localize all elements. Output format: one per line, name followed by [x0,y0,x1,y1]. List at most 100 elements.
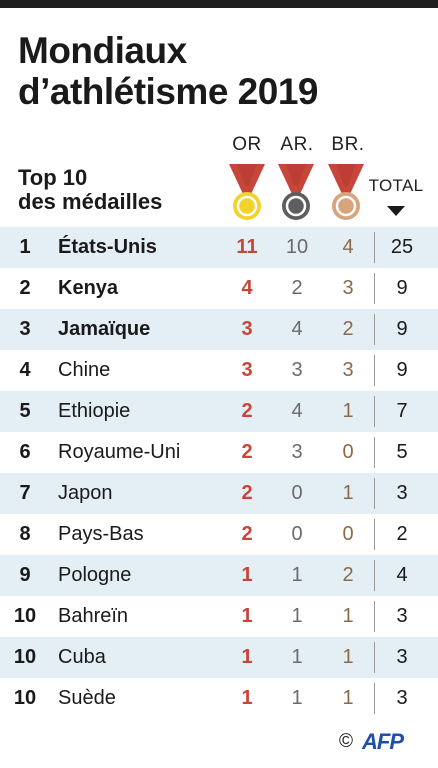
country-cell: Pologne [58,564,132,586]
silver-count-cell: 4 [291,400,303,422]
rank-cell: 2 [19,277,31,299]
credit: © [339,731,353,753]
silver-count-cell: 0 [291,523,303,545]
country-cell: Jamaïque [58,318,151,340]
bronze-count-cell: 1 [342,482,354,504]
country-cell: Kenya [58,277,119,299]
copyright-symbol: © [339,731,353,752]
rank-cell: 4 [19,359,31,381]
table-row: 10 Bahreïn 1 1 1 3 [0,596,438,637]
title-line-1: Mondiaux [18,30,187,71]
gold-count-cell: 4 [241,277,253,299]
sort-arrow-icon [387,206,405,216]
silver-count-cell: 4 [291,318,303,340]
total-divider [374,314,375,345]
country-cell: Cuba [58,646,106,668]
silver-count-cell: 10 [285,236,309,258]
rank-cell: 6 [19,441,31,463]
total-count-cell: 9 [396,359,408,381]
total-divider [374,273,375,304]
total-divider [374,601,375,632]
table-row: 5 Ethiopie 2 4 1 7 [0,391,438,432]
silver-count-cell: 1 [291,687,303,709]
total-divider [374,642,375,673]
gold-medal-icon [229,164,265,220]
table-row: 2 Kenya 4 2 3 9 [0,268,438,309]
total-count-cell: 9 [396,277,408,299]
rank-cell: 9 [19,564,31,586]
bronze-count-cell: 2 [342,318,354,340]
total-divider [374,355,375,386]
medal-table: 1 États-Unis 11 10 4 25 2 Kenya 4 2 3 9 3 Jamaïque 3 4 2… [0,227,438,719]
gold-count-cell: 1 [241,564,253,586]
column-header-gold: OR [232,134,262,155]
gold-count-cell: 2 [241,482,253,504]
column-header-silver: AR. [280,134,314,155]
bronze-count-cell: 3 [342,359,354,381]
total-count-cell: 3 [396,646,408,668]
country-cell: Ethiopie [58,400,131,422]
rank-cell: 3 [19,318,31,340]
subtitle-line-2: des médailles [18,189,163,214]
gold-count-cell: 1 [241,646,253,668]
bronze-count-cell: 1 [342,687,354,709]
country-cell: Bahreïn [58,605,129,627]
bronze-count-cell: 2 [342,564,354,586]
total-divider [374,519,375,550]
silver-count-cell: 1 [291,646,303,668]
gold-count-cell: 3 [241,359,253,381]
page-title: Mondiaux d’athlétisme 2019 [18,30,428,112]
gold-count-cell: 3 [241,318,253,340]
rank-cell: 10 [13,687,37,709]
rank-cell: 8 [19,523,31,545]
country-cell: Suède [58,687,116,709]
rank-cell: 1 [19,236,31,258]
bronze-count-cell: 0 [342,523,354,545]
total-divider [374,232,375,263]
bronze-count-cell: 4 [342,236,354,258]
country-cell: Chine [58,359,111,381]
table-row: 10 Suède 1 1 1 3 [0,678,438,719]
total-count-cell: 3 [396,482,408,504]
rank-cell: 7 [19,482,31,504]
bronze-count-cell: 3 [342,277,354,299]
title-line-2: d’athlétisme 2019 [18,71,318,112]
total-divider [374,683,375,714]
total-count-cell: 9 [396,318,408,340]
bronze-medal-icon [328,164,364,220]
gold-medal-ribbon [229,164,265,194]
bronze-count-cell: 1 [342,400,354,422]
gold-count-cell: 1 [241,687,253,709]
gold-count-cell: 2 [241,400,253,422]
gold-count-cell: 2 [241,441,253,463]
table-row: 1 États-Unis 11 10 4 25 [0,227,438,268]
column-header-bronze: BR. [331,134,365,155]
total-count-cell: 5 [396,441,408,463]
gold-count-cell: 11 [236,236,258,258]
table-row: 8 Pays-Bas 2 0 0 2 [0,514,438,555]
rank-cell: 10 [13,646,37,668]
rank-cell: 10 [13,605,37,627]
total-count-cell: 3 [396,687,408,709]
total-divider [374,437,375,468]
total-divider [374,396,375,427]
table-row: 7 Japon 2 0 1 3 [0,473,438,514]
gold-count-cell: 2 [241,523,253,545]
total-count-cell: 7 [396,400,408,422]
silver-count-cell: 0 [291,482,303,504]
total-count-cell: 25 [390,236,414,258]
country-cell: Pays-Bas [58,523,144,545]
country-cell: Royaume-Uni [58,441,181,463]
subtitle: Top 10 des médailles [18,166,162,214]
rank-cell: 5 [19,400,31,422]
bronze-count-cell: 0 [342,441,354,463]
silver-count-cell: 3 [291,359,303,381]
silver-count-cell: 3 [291,441,303,463]
silver-count-cell: 1 [291,564,303,586]
total-count-cell: 2 [396,523,408,545]
silver-count-cell: 2 [291,277,303,299]
table-row: 9 Pologne 1 1 2 4 [0,555,438,596]
subtitle-line-1: Top 10 [18,165,88,190]
silver-medal-ribbon [278,164,314,194]
table-row: 3 Jamaïque 3 4 2 9 [0,309,438,350]
